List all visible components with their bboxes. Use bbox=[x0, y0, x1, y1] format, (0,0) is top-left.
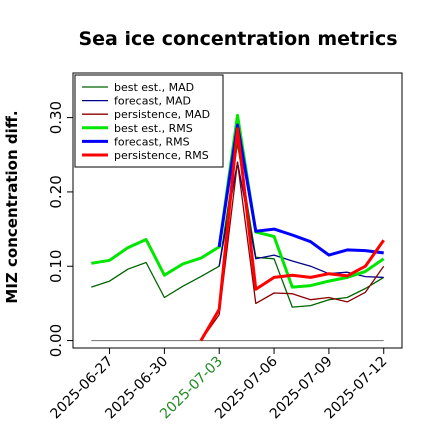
legend-box bbox=[74, 74, 224, 168]
legend-label: persistence, RMS bbox=[114, 149, 209, 162]
series-line-4 bbox=[217, 123, 384, 257]
legend-label: forecast, RMS bbox=[114, 135, 190, 148]
series-layer bbox=[91, 113, 385, 342]
y-axis-label: MIZ concentration diff. bbox=[3, 110, 21, 303]
y-tick-label: 0.10 bbox=[47, 250, 65, 283]
series-line-3 bbox=[91, 113, 385, 289]
y-ticks-layer: 0.00 0.10 0.20 0.30 bbox=[47, 101, 73, 357]
plot-frame bbox=[72, 72, 403, 349]
y-tick-label: 0.00 bbox=[47, 324, 65, 357]
series-line-5 bbox=[199, 127, 385, 342]
chart-title: Sea ice concentration metrics bbox=[78, 28, 397, 50]
y-tick-label: 0.20 bbox=[47, 175, 65, 208]
legend-label: best est., MAD bbox=[114, 81, 194, 94]
y-tick-label: 0.30 bbox=[47, 101, 65, 134]
series-line-0 bbox=[91, 142, 385, 308]
legend-label: best est., RMS bbox=[114, 122, 193, 135]
series-line-2 bbox=[200, 161, 385, 341]
legend-label: persistence, MAD bbox=[114, 108, 210, 121]
x-ticks-layer: 2025-06-272025-06-302025-07-032025-07-06… bbox=[48, 348, 391, 422]
legend-label: forecast, MAD bbox=[114, 95, 191, 108]
